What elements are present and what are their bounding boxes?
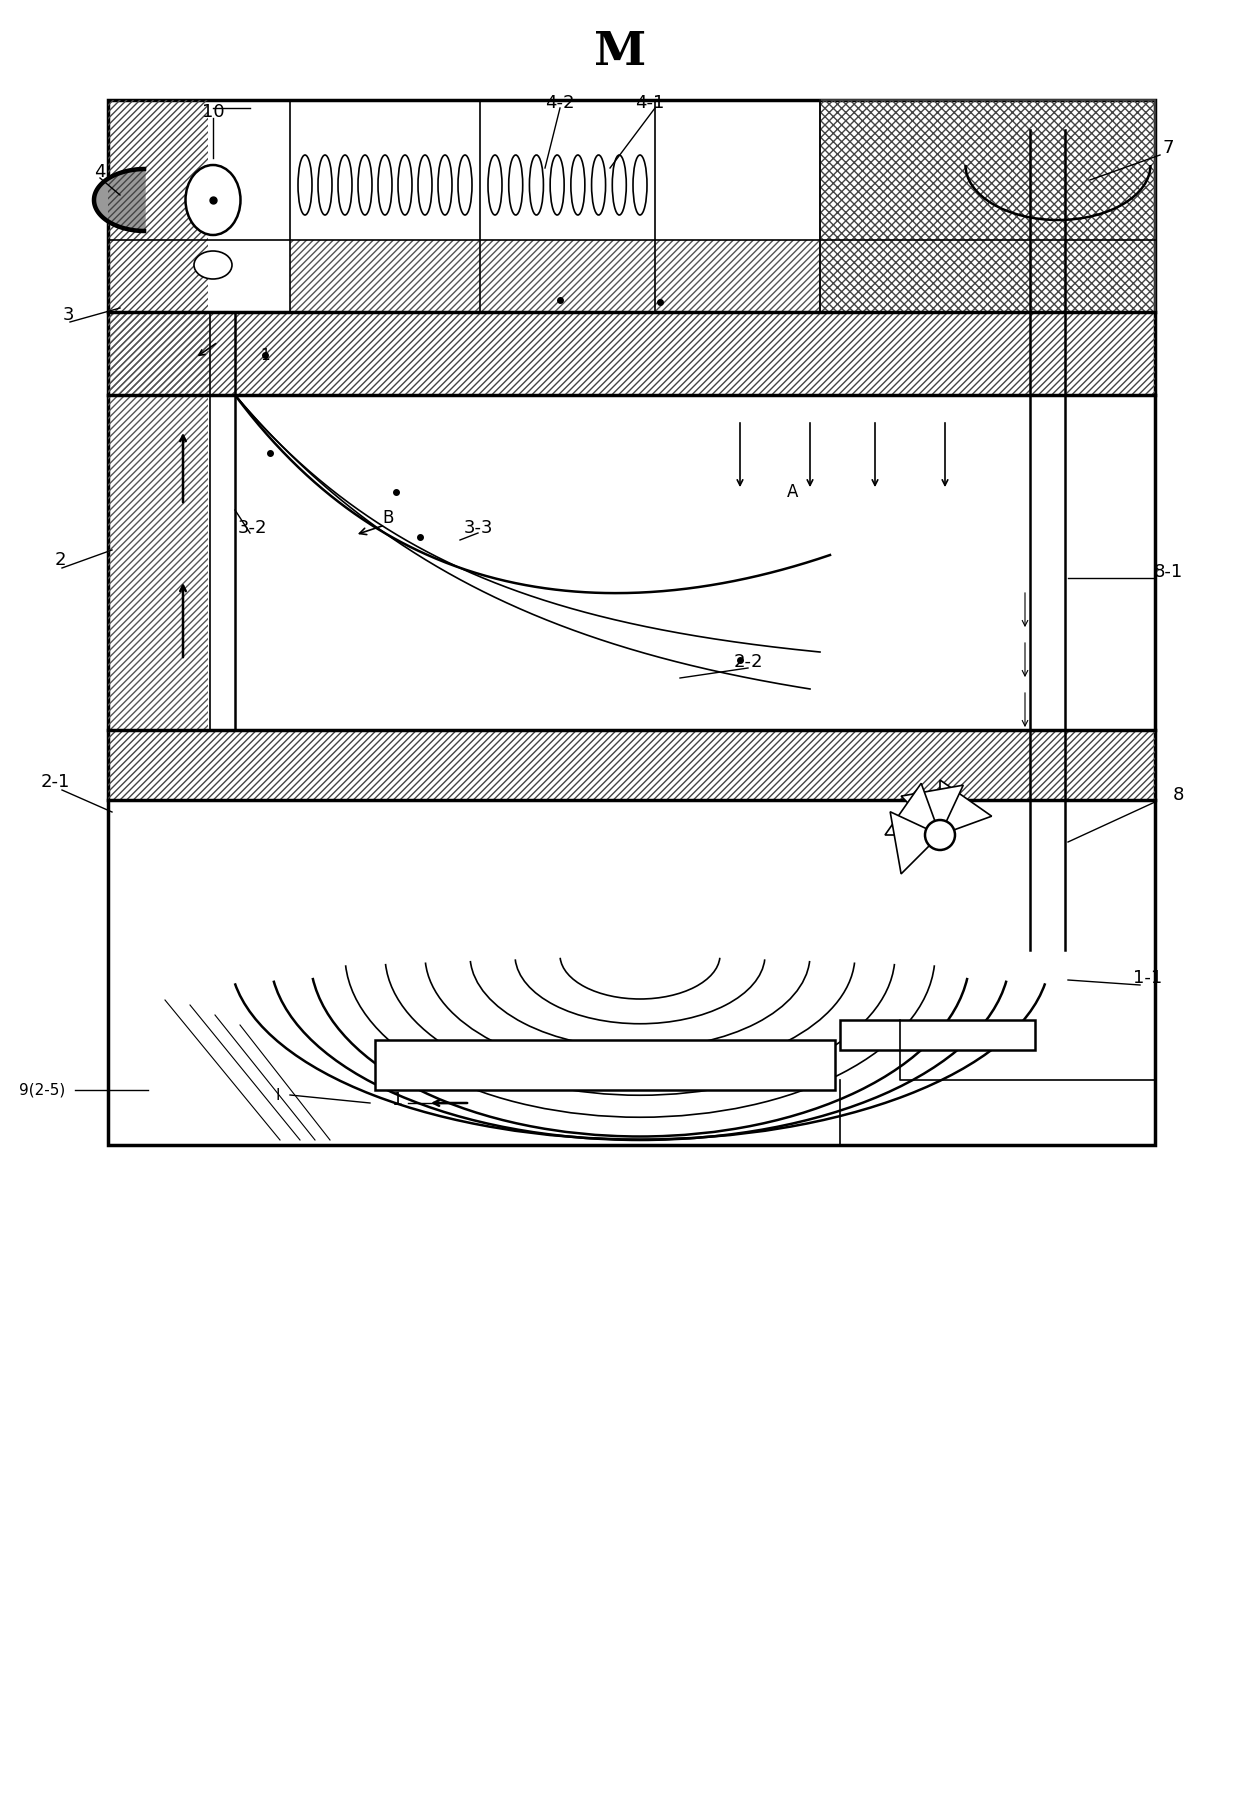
Ellipse shape	[193, 251, 232, 278]
Ellipse shape	[551, 155, 564, 215]
Text: 3-3: 3-3	[464, 519, 492, 537]
Text: 4: 4	[94, 164, 105, 180]
Text: 3: 3	[62, 306, 73, 324]
Bar	[374, 1039, 835, 1090]
Bar	[839, 1019, 1035, 1050]
Text: 1: 1	[260, 348, 270, 362]
Ellipse shape	[529, 155, 543, 215]
Polygon shape	[93, 167, 145, 231]
Ellipse shape	[186, 166, 241, 235]
Ellipse shape	[317, 155, 332, 215]
Text: 10: 10	[202, 104, 224, 120]
Text: 3-2: 3-2	[237, 519, 267, 537]
Text: 4-2: 4-2	[546, 95, 575, 113]
Polygon shape	[940, 781, 992, 830]
Ellipse shape	[339, 155, 352, 215]
Ellipse shape	[418, 155, 432, 215]
Polygon shape	[885, 783, 935, 835]
Ellipse shape	[489, 155, 502, 215]
Ellipse shape	[570, 155, 585, 215]
Bar	[108, 311, 1154, 395]
Ellipse shape	[591, 155, 605, 215]
Ellipse shape	[632, 155, 647, 215]
Ellipse shape	[298, 155, 312, 215]
Circle shape	[925, 821, 955, 850]
Ellipse shape	[398, 155, 412, 215]
Polygon shape	[890, 812, 930, 874]
Text: 8-1: 8-1	[1153, 562, 1183, 581]
Bar	[108, 730, 1154, 801]
Text: 1-1: 1-1	[1133, 968, 1163, 986]
Text: 8: 8	[1172, 786, 1184, 804]
Text: 2-2: 2-2	[733, 653, 763, 672]
Ellipse shape	[613, 155, 626, 215]
Text: 2: 2	[55, 551, 66, 570]
Ellipse shape	[508, 155, 523, 215]
Text: M: M	[594, 29, 646, 75]
Text: I: I	[275, 1088, 280, 1103]
Text: B: B	[382, 510, 393, 528]
Bar	[108, 311, 208, 730]
Ellipse shape	[458, 155, 472, 215]
Bar	[108, 100, 208, 311]
Text: 1: 1	[392, 1090, 404, 1108]
Text: 7: 7	[1162, 138, 1174, 157]
Ellipse shape	[438, 155, 453, 215]
Text: 4-1: 4-1	[635, 95, 665, 113]
Bar	[108, 100, 1154, 1145]
Ellipse shape	[358, 155, 372, 215]
Text: 2-1: 2-1	[41, 774, 69, 792]
Bar	[290, 240, 820, 311]
Text: 9(2-5): 9(2-5)	[19, 1083, 66, 1097]
Ellipse shape	[378, 155, 392, 215]
Text: A: A	[787, 482, 799, 500]
Polygon shape	[901, 784, 963, 824]
Bar	[820, 100, 1154, 311]
